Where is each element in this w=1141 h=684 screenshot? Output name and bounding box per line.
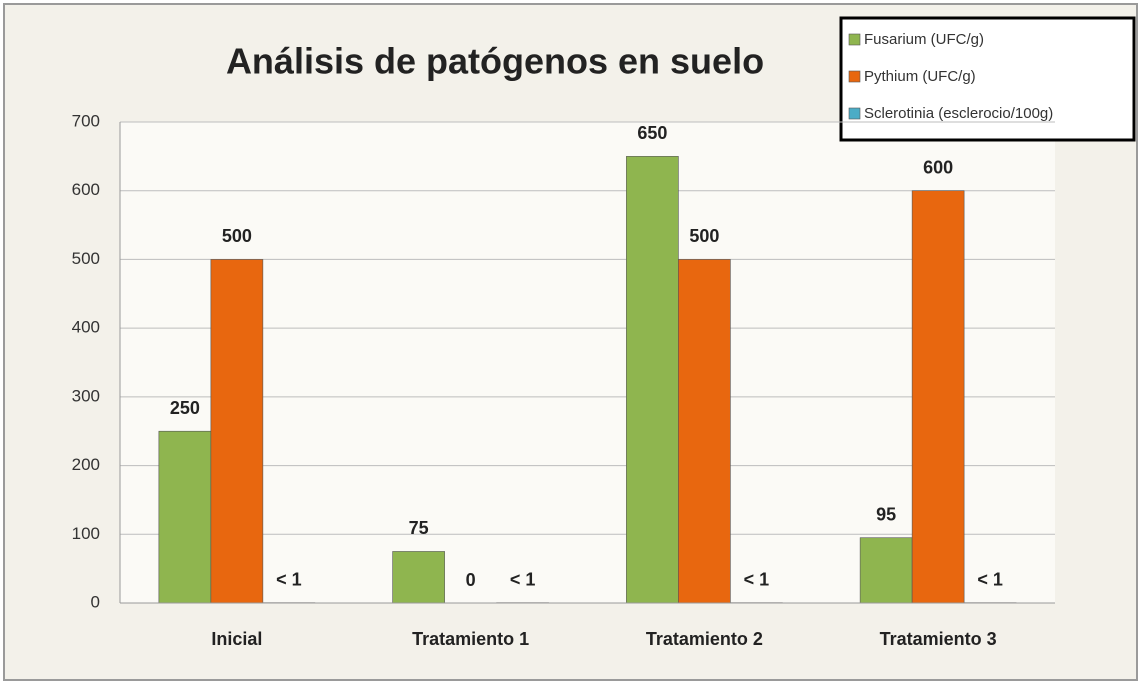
data-label: < 1	[510, 569, 536, 589]
y-tick-label: 700	[72, 111, 100, 130]
bar	[859, 537, 913, 604]
chart-title: Análisis de patógenos en suelo	[226, 41, 764, 82]
plot-area	[120, 122, 1055, 603]
data-label: 500	[222, 226, 252, 246]
data-label: 500	[689, 226, 719, 246]
bar	[392, 551, 445, 604]
legend-label: Sclerotinia (esclerocio/100g)	[864, 105, 1053, 122]
data-label: 95	[876, 504, 896, 524]
x-tick-label: Inicial	[211, 629, 262, 649]
bar	[210, 259, 264, 604]
y-tick-label: 500	[72, 249, 100, 268]
legend-label: Pythium (UFC/g)	[864, 68, 976, 85]
y-tick-label: 200	[72, 455, 100, 474]
data-label: 0	[466, 570, 476, 590]
bar	[911, 190, 965, 604]
bar	[158, 430, 212, 604]
data-label: 650	[637, 123, 667, 143]
y-tick-label: 600	[72, 180, 100, 199]
y-tick-label: 100	[72, 524, 100, 543]
bar	[678, 259, 731, 604]
x-tick-label: Tratamiento 2	[646, 629, 763, 649]
x-tick-label: Tratamiento 1	[412, 629, 529, 649]
legend-label: Fusarium (UFC/g)	[864, 31, 984, 48]
legend-swatch	[848, 33, 861, 46]
data-label: 250	[170, 398, 200, 418]
data-label: 75	[409, 518, 429, 538]
y-tick-label: 400	[72, 318, 100, 337]
legend-box	[839, 16, 1136, 142]
legend-swatch	[848, 70, 861, 83]
x-tick-label: Tratamiento 3	[880, 629, 997, 649]
legend-swatch	[848, 107, 861, 120]
bar	[626, 156, 679, 604]
data-label: < 1	[744, 569, 770, 589]
data-label: 600	[923, 157, 953, 177]
y-tick-label: 300	[72, 386, 100, 405]
data-label: < 1	[276, 569, 302, 589]
y-tick-label: 0	[91, 592, 100, 611]
data-label: < 1	[977, 569, 1003, 589]
